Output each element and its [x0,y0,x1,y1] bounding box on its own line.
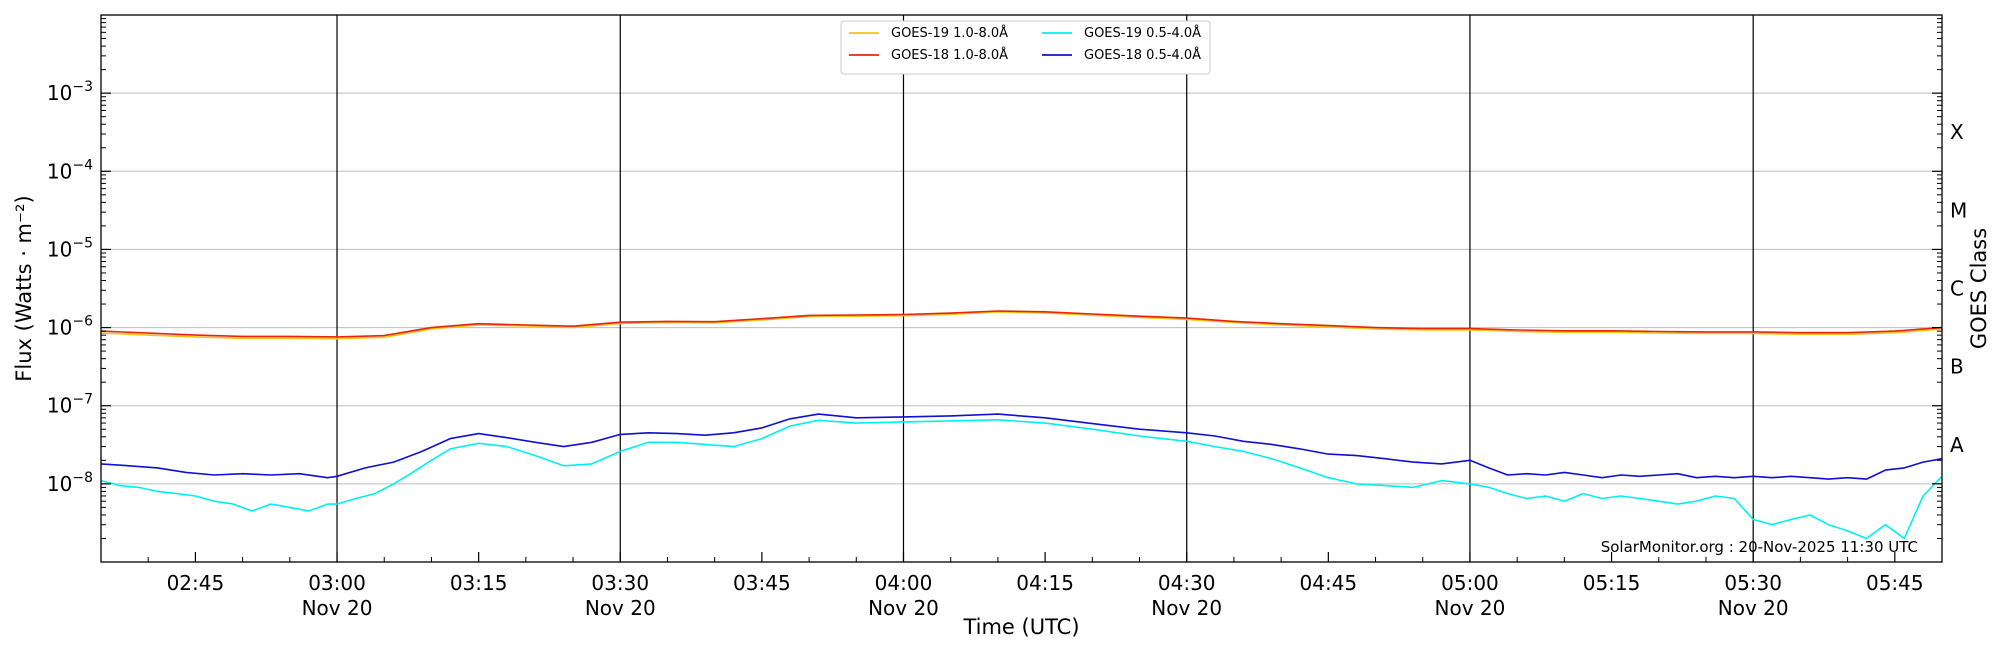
goes-class-label: B [1950,355,1964,379]
x-tick-date-label: Nov 20 [302,596,373,620]
goes-class-label: M [1950,198,1967,222]
series-line [100,311,1943,340]
x-tick-label: 05:00 [1441,571,1499,595]
y-tick-label: 10−3 [47,79,93,105]
credit-text: SolarMonitor.org : 20-Nov-2025 11:30 UTC [1601,538,1918,556]
goes-class-labels: A B C M X [1950,120,1967,457]
x-axis-label: Time (UTC) [962,615,1079,639]
series-line [100,418,1943,540]
goes-class-label: C [1950,277,1964,301]
y-tick-label: 10−4 [47,157,93,183]
x-tick-label: 03:30 [591,571,649,595]
grid-lines [101,92,1942,485]
legend-box [840,20,1211,75]
goes-class-label: X [1950,120,1964,144]
x-tick-label: 04:15 [1016,571,1074,595]
axis-ticks [100,18,1943,562]
x-tick-date-label: Nov 20 [1435,596,1506,620]
day-separator-lines [336,15,1754,562]
legend-label: GOES-18 1.0-8.0Å [891,47,1008,63]
x-tick-label: 03:00 [308,571,366,595]
plot-frame [100,14,1943,563]
y-tick-labels: 10−8 10−7 10−6 10−5 10−4 10−3 [47,79,93,496]
x-tick-date-label: Nov 20 [1151,596,1222,620]
x-tick-label: 04:30 [1158,571,1216,595]
x-tick-date-label: Nov 20 [868,596,939,620]
y-tick-label: 10−6 [47,314,93,340]
x-tick-label: 03:45 [733,571,791,595]
series-line [100,413,1943,480]
y-axis-right-label: GOES Class [1967,228,1991,349]
x-tick-label: 05:45 [1866,571,1924,595]
y-tick-label: 10−8 [47,470,93,496]
y-tick-label: 10−7 [47,392,93,418]
legend-label: GOES-18 0.5-4.0Å [1084,47,1201,63]
y-tick-label: 10−5 [47,235,93,261]
x-tick-label: 04:45 [1300,571,1358,595]
legend-label: GOES-19 1.0-8.0Å [891,25,1008,41]
x-tick-label: 02:45 [167,571,225,595]
x-tick-label: 04:00 [875,571,933,595]
x-tick-date-label: Nov 20 [1718,596,1789,620]
series-lines [100,310,1943,540]
y-axis-label: Flux (Watts · m⁻²) [12,195,36,381]
legend-label: GOES-19 0.5-4.0Å [1084,25,1201,41]
series-line [100,310,1943,338]
x-tick-label: 03:15 [450,571,508,595]
legend: GOES-19 1.0-8.0Å GOES-18 1.0-8.0Å GOES-19 … [840,20,1211,75]
x-tick-date-label: Nov 20 [585,596,656,620]
x-tick-label: 05:15 [1583,571,1641,595]
goes-class-label: A [1950,433,1964,457]
x-tick-label: 05:30 [1724,571,1782,595]
